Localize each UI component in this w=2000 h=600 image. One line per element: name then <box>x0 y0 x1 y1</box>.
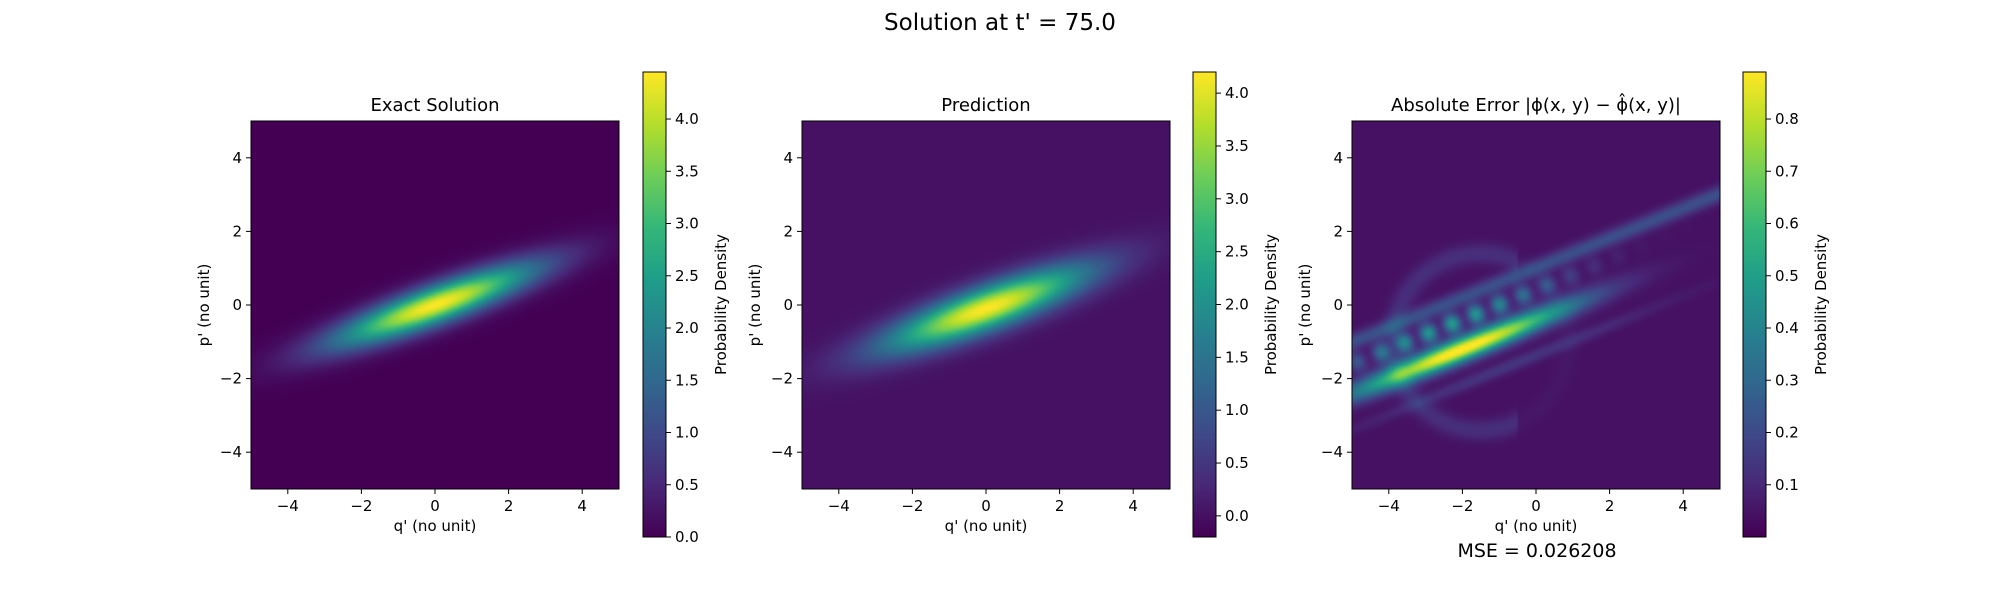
colorbar-tick-label: 0.5 <box>1775 267 1799 285</box>
colorbar-tick-label: 2.0 <box>675 319 699 337</box>
colorbar-tick-label: 0.5 <box>675 476 699 494</box>
colorbar-label: Probability Density <box>1812 234 1830 375</box>
colorbar-tick-label: 0.0 <box>675 528 699 546</box>
x-tick-label: 4 <box>1678 497 1688 515</box>
heatmap-image <box>251 121 619 489</box>
colorbar-tick-label: 3.0 <box>675 215 699 233</box>
colorbar-tick-label: 3.0 <box>1225 190 1249 208</box>
x-axis-label: q' (no unit) <box>1495 517 1578 535</box>
colorbar-tick-label: 0.7 <box>1775 162 1799 180</box>
x-tick-label: 0 <box>981 497 991 515</box>
y-tick-label: −2 <box>220 370 242 388</box>
x-tick-label: 2 <box>1055 497 1065 515</box>
colorbar-tick-label: 0.8 <box>1775 110 1799 128</box>
x-tick-label: −4 <box>277 497 299 515</box>
x-tick-label: 0 <box>430 497 440 515</box>
x-tick-label: −2 <box>350 497 372 515</box>
panels: Exact Solution −4 −2 0 2 4 −4 −2 0 2 4 q' (no unit)… <box>195 71 1830 546</box>
y-tick-label: 2 <box>1333 222 1343 240</box>
y-tick-label: −2 <box>771 370 793 388</box>
panel-title: Prediction <box>941 95 1030 116</box>
figure-title: Solution at t' = 75.0 <box>884 10 1116 36</box>
y-tick-label: −4 <box>1321 443 1343 461</box>
colorbar-tick-label: 4.0 <box>1225 84 1249 102</box>
y-tick-label: 0 <box>232 296 242 314</box>
mse-label: MSE = 0.026208 <box>1457 540 1616 562</box>
x-tick-label: −2 <box>901 497 923 515</box>
y-tick-label: 4 <box>1333 149 1343 167</box>
y-tick-label: −4 <box>220 443 242 461</box>
x-tick-label: −4 <box>1378 497 1400 515</box>
colorbar-tick-label: 3.5 <box>1225 137 1249 155</box>
x-tick-label: 4 <box>1128 497 1138 515</box>
colorbar-tick-label: 1.5 <box>675 371 699 389</box>
colorbar-tick-label: 2.5 <box>1225 243 1249 261</box>
x-axis-label: q' (no unit) <box>394 517 477 535</box>
y-axis-label: p' (no unit) <box>746 264 764 347</box>
heatmap-image <box>1352 121 1720 489</box>
y-tick-label: 2 <box>783 222 793 240</box>
y-axis-label: p' (no unit) <box>195 264 213 347</box>
x-tick-label: 0 <box>1531 497 1541 515</box>
colorbar-tick-label: 0.3 <box>1775 371 1799 389</box>
y-tick-label: 2 <box>232 222 242 240</box>
x-tick-label: 4 <box>577 497 587 515</box>
x-tick-label: 2 <box>1605 497 1615 515</box>
colorbar-tick-label: 0.6 <box>1775 215 1799 233</box>
heatmap-image <box>802 121 1170 489</box>
colorbar-tick-label: 3.5 <box>675 162 699 180</box>
colorbar-tick-label: 0.0 <box>1225 507 1249 525</box>
colorbar-frame <box>642 71 667 538</box>
panel-3: Absolute Error |ϕ(x, y) − ϕ̂(x, y)| −4 −2 0… <box>1296 71 1830 538</box>
colorbar-tick-label: 0.1 <box>1775 476 1799 494</box>
colorbar-label: Probability Density <box>1262 234 1280 375</box>
y-axis-label: p' (no unit) <box>1296 264 1314 347</box>
colorbar-tick-label: 0.2 <box>1775 424 1799 442</box>
y-tick-label: −2 <box>1321 370 1343 388</box>
y-tick-label: 4 <box>232 149 242 167</box>
y-tick-label: −4 <box>771 443 793 461</box>
colorbar-gradient <box>643 72 666 537</box>
colorbar-gradient <box>1743 72 1766 537</box>
colorbar-gradient <box>1193 72 1216 537</box>
colorbar-label: Probability Density <box>712 234 730 375</box>
x-tick-label: 2 <box>504 497 514 515</box>
panel-1: Exact Solution −4 −2 0 2 4 −4 −2 0 2 4 q' (no unit)… <box>195 71 730 546</box>
colorbar-tick-label: 0.4 <box>1775 319 1799 337</box>
colorbar-tick-label: 1.5 <box>1225 348 1249 366</box>
x-tick-label: −2 <box>1451 497 1473 515</box>
colorbar-tick-label: 2.0 <box>1225 296 1249 314</box>
panel-2: Prediction −4 −2 0 2 4 −4 −2 0 2 4 q' (no unit) p' (… <box>746 71 1280 538</box>
colorbar-frame <box>1742 71 1767 538</box>
colorbar-tick-label: 2.5 <box>675 267 699 285</box>
colorbar-tick-label: 1.0 <box>675 424 699 442</box>
y-tick-label: 0 <box>1333 296 1343 314</box>
panel-title: Exact Solution <box>370 95 499 116</box>
x-axis-label: q' (no unit) <box>945 517 1028 535</box>
colorbar-tick-label: 4.0 <box>675 110 699 128</box>
colorbar-tick-label: 0.5 <box>1225 454 1249 472</box>
y-tick-label: 4 <box>783 149 793 167</box>
panel-title: Absolute Error |ϕ(x, y) − ϕ̂(x, y)| <box>1391 93 1681 116</box>
x-tick-label: −4 <box>828 497 850 515</box>
y-tick-label: 0 <box>783 296 793 314</box>
colorbar-tick-label: 1.0 <box>1225 401 1249 419</box>
